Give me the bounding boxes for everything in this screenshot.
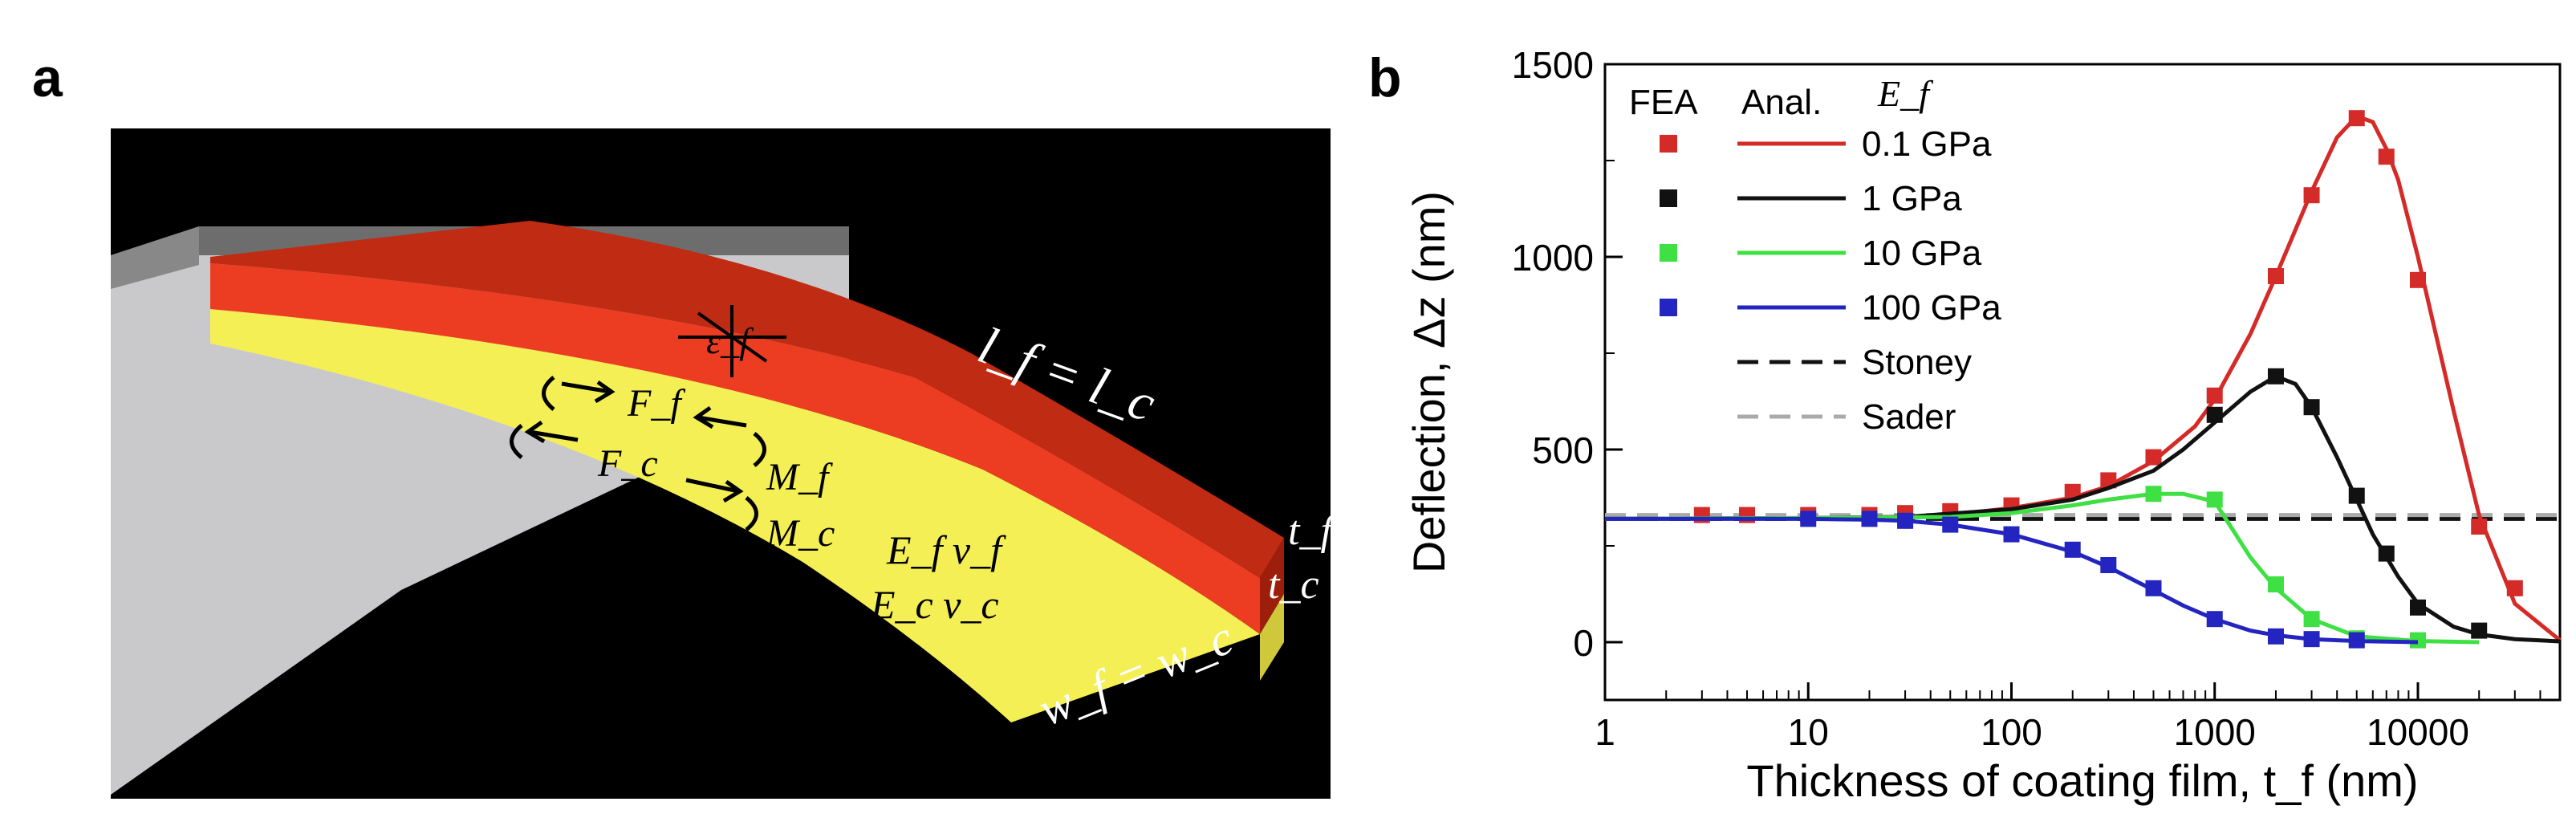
x-tick-label: 10 [1788,711,1829,753]
fea-point [2064,541,2081,558]
film-front [1260,538,1284,634]
fea-point [1800,511,1817,527]
y-tick-label: 1500 [1512,44,1594,86]
fea-point [2206,406,2223,423]
fea-point [2471,622,2488,639]
fea-point [2303,611,2320,628]
x-tick-label: 10000 [2367,711,2469,753]
fea-point [2348,487,2365,504]
fea-point [2303,631,2320,648]
x-tick-label: 1 [1595,711,1615,753]
panel-b-label: b [1368,47,1402,108]
x-tick-label: 100 [1981,711,2042,753]
series-line-3 [1605,516,2419,645]
t-cant-label: t_c [1268,562,1319,608]
fea-point [2471,519,2488,535]
panel-a-label: a [32,47,63,108]
fea-point [2100,557,2117,573]
y-axis-label: Deflection, Δz (nm) [1404,191,1454,573]
legend-label: 1 GPa [1862,179,1962,218]
legend-ef-header: E_f [1877,73,1934,114]
x-axis-label: Thickness of coating film, t_f (nm) [1746,755,2418,806]
fea-point [1897,512,1914,529]
fea-point [2064,483,2081,500]
t-film-label: t_f [1288,508,1337,554]
series-line-0 [1604,113,2562,642]
legend-marker [1660,189,1677,207]
legend-label: Sader [1862,397,1956,437]
fea-point [2267,268,2284,284]
fea-point [2145,580,2162,596]
fea-point [2409,271,2426,288]
fea-point [2506,580,2523,596]
cant-force-arrows [510,420,758,531]
legend-entries: 0.1 GPa 1 GPa 10 GPa 100 GPa Stoney Sader [1660,124,2001,437]
legend-anal-header: Anal. [1741,83,1822,122]
fea-point [2267,368,2284,385]
series-line-2 [1604,491,2480,645]
cant-force-label: F_c [597,442,658,485]
fea-point [2206,491,2223,508]
legend-marker [1660,135,1677,153]
fea-point [2378,149,2395,165]
film-props-label: E_f ν_f [886,527,1006,572]
legend-label: Stoney [1862,343,1972,382]
film-top [210,221,1284,578]
fea-point [2378,545,2395,562]
legend: FEA Anal. E_f 0.1 GPa 1 GPa 10 GPa 100 GPa S… [1629,73,2001,437]
legend-marker [1660,244,1677,262]
fea-point [2267,576,2284,592]
fea-point [1861,511,1878,527]
y-tick-label: 500 [1532,429,1594,471]
substrate-shade [111,226,199,289]
fea-point [2348,110,2365,127]
fea-point [2409,599,2426,616]
series-line-1 [1604,374,2561,644]
strain-label: ε_f [706,320,754,361]
fea-point [1942,516,1959,533]
fea-point [2206,387,2223,404]
cant-moment-label: M_c [766,512,835,555]
film-moment-label: M_f [766,456,833,498]
fea-point [2206,611,2223,628]
fea-point [2303,399,2320,416]
cantilever-front [1260,594,1284,681]
fea-point [2145,449,2162,466]
legend-label: 100 GPa [1862,288,2001,328]
fea-point [2303,187,2320,204]
film-force-arrows [542,376,766,467]
legend-label: 0.1 GPa [1862,124,1992,164]
panel-a: a ε_f F_f M_f [32,47,1337,799]
legend-marker [1660,299,1677,316]
fea-point [2003,526,2020,543]
y-tick-label: 1000 [1512,237,1594,279]
fea-point [2267,628,2284,645]
plot-frame [1603,63,2562,702]
y-tick-label: 0 [1573,622,1594,664]
strain-arrows [678,305,786,377]
legend-fea-header: FEA [1629,83,1698,122]
fea-point [2348,632,2365,649]
fea-point [2145,486,2162,503]
x-tick-label: 1000 [2174,711,2256,753]
cant-props-label: E_c ν_c [870,582,999,627]
film-force-label: F_f [627,382,685,425]
legend-label: 10 GPa [1862,234,1982,273]
cantilever-layer [210,309,1260,722]
